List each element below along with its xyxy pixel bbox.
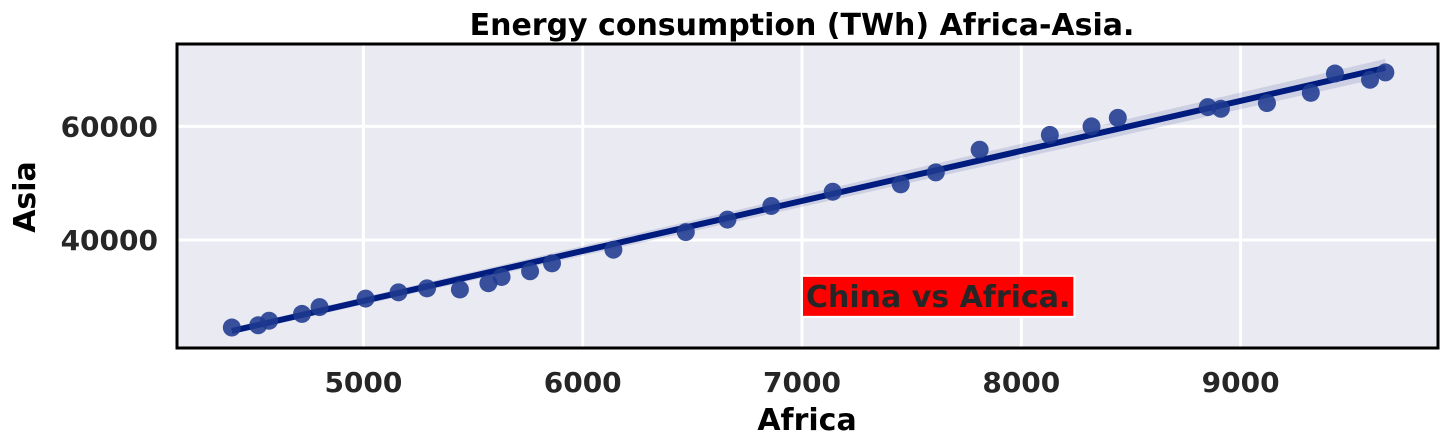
data-point (260, 311, 279, 330)
x-tick-label: 9000 (1202, 366, 1280, 399)
data-point (521, 262, 540, 281)
data-point (222, 318, 241, 337)
plot-border (175, 42, 1440, 350)
x-tick-label: 7000 (763, 366, 841, 399)
data-point (891, 175, 910, 194)
points-layer (222, 63, 1395, 337)
x-tick-label: 6000 (544, 366, 622, 399)
data-point (1082, 117, 1101, 136)
data-point (1108, 108, 1127, 127)
data-point (823, 182, 842, 201)
annotation-box (801, 274, 1076, 318)
data-point (1198, 98, 1217, 117)
data-point (676, 223, 695, 242)
data-point (1325, 64, 1344, 83)
chart-title: Energy consumption (TWh) Africa-Asia. (470, 8, 1135, 43)
x-axis-label: Africa (757, 403, 856, 438)
y-axis-ticks: 40000 60000 (61, 110, 158, 257)
data-point (970, 140, 989, 159)
data-point (418, 279, 437, 298)
data-point (718, 210, 737, 229)
data-point (356, 289, 375, 308)
x-axis-ticks: 5000 6000 7000 8000 9000 (324, 366, 1279, 399)
y-tick-label: 40000 (61, 224, 158, 257)
data-point (926, 163, 945, 182)
annotation-text: China vs Africa. (806, 280, 1070, 315)
data-point (762, 196, 781, 215)
y-axis-label: Asia (8, 161, 43, 233)
data-point (1361, 70, 1380, 89)
annotation-layer: China vs Africa. (801, 274, 1076, 318)
data-point (293, 304, 312, 323)
data-point (389, 283, 408, 302)
data-point (1301, 83, 1320, 102)
data-point (310, 298, 329, 317)
y-tick-label: 60000 (61, 110, 158, 143)
data-point (1257, 94, 1276, 113)
data-point (450, 280, 469, 299)
data-point (492, 267, 511, 286)
data-point (604, 240, 623, 259)
data-point (543, 254, 562, 273)
x-tick-label: 5000 (324, 366, 402, 399)
x-tick-label: 8000 (982, 366, 1060, 399)
data-point (1040, 125, 1059, 144)
data-point (1376, 63, 1395, 82)
data-point (1211, 99, 1230, 118)
grid (177, 44, 1438, 348)
